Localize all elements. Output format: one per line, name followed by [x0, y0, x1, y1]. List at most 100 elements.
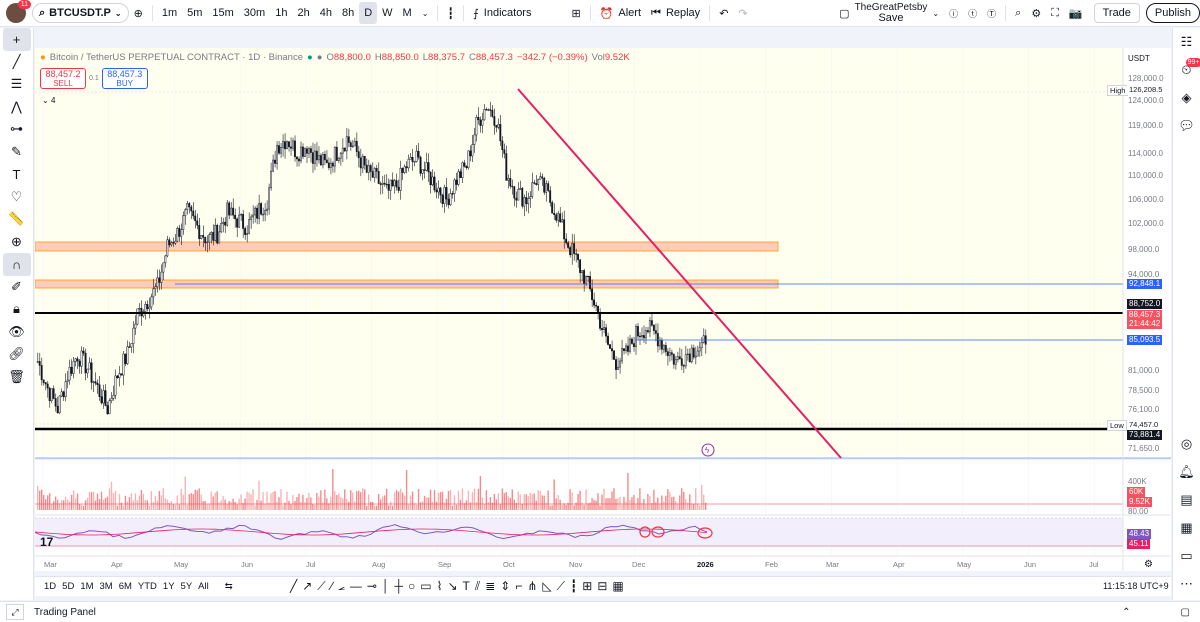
- crosshair-icon[interactable]: +: [2, 28, 31, 51]
- avatar[interactable]: 11: [6, 0, 31, 23]
- indicators-button[interactable]: ⨍ Indicators: [468, 2, 536, 24]
- interval-w[interactable]: W: [382, 7, 393, 19]
- settings-icon[interactable]: ●: [316, 52, 323, 63]
- interval-8h[interactable]: 8h: [341, 7, 355, 19]
- long-position-icon[interactable]: ⊞: [582, 579, 593, 593]
- range-6m[interactable]: 6M: [118, 581, 132, 592]
- interval-15m[interactable]: 15m: [212, 7, 234, 19]
- settings-gear-icon[interactable]: ⚙: [1031, 7, 1042, 20]
- bars-pattern-icon[interactable]: ┇: [570, 579, 578, 593]
- sell-button[interactable]: 88,457.2 SELL: [40, 68, 86, 89]
- range-all[interactable]: All: [198, 581, 209, 592]
- trend-line-icon[interactable]: ╱: [12, 53, 21, 69]
- horizontal-ray-icon[interactable]: ⊸: [366, 579, 377, 593]
- brush-icon[interactable]: ✎: [11, 143, 22, 159]
- range-1y[interactable]: 1Y: [162, 581, 175, 592]
- more-dots-icon[interactable]: ⋯: [1180, 576, 1193, 591]
- fullscreen-icon[interactable]: ⛶: [1051, 6, 1059, 19]
- text-tool-icon[interactable]: T: [12, 166, 21, 182]
- grid-icon[interactable]: ⊟: [597, 579, 608, 593]
- link-icon[interactable]: 🔗︎: [8, 346, 25, 362]
- trading-panel-tab[interactable]: Trading Panel: [34, 606, 96, 618]
- collapse-panel-icon[interactable]: ⤢: [6, 604, 24, 620]
- quick-search-icon[interactable]: ⌕: [1015, 6, 1022, 19]
- chart-canvas[interactable]: ϟ 17: [35, 48, 1171, 571]
- pattern-icon[interactable]: ⋀: [11, 98, 22, 114]
- projection-icon[interactable]: ⟋: [556, 579, 566, 593]
- goto-date-icon[interactable]: ⇆: [224, 581, 233, 592]
- heart-icon[interactable]: ♡: [10, 188, 23, 204]
- target-icon[interactable]: ◎: [1180, 436, 1193, 451]
- extended-line-icon[interactable]: ∕: [330, 579, 333, 593]
- range-5d[interactable]: 5D: [62, 581, 75, 592]
- replay-button[interactable]: ⏮ Replay: [646, 2, 705, 24]
- range-1m[interactable]: 1M: [80, 581, 94, 592]
- redo-icon[interactable]: ↷: [738, 7, 748, 20]
- magnet-icon[interactable]: ∩: [2, 253, 31, 276]
- interval-1h[interactable]: 1h: [275, 7, 288, 19]
- bar-style-icon[interactable]: ┇: [447, 7, 455, 20]
- settings-gear-icon[interactable]: ⚙: [1144, 559, 1153, 570]
- parallel-channel-icon[interactable]: ⫽: [474, 579, 481, 593]
- letter-t-icon[interactable]: Ⓣ: [987, 8, 997, 19]
- camera-icon[interactable]: 📷: [1068, 7, 1083, 20]
- publish-button[interactable]: Publish: [1145, 3, 1200, 23]
- trend-line-icon[interactable]: ╱: [290, 579, 298, 593]
- indicators-collapse-toggle[interactable]: ⌄ 4: [42, 96, 55, 105]
- vertical-line-icon[interactable]: │: [381, 579, 390, 593]
- bell-icon[interactable]: 🔔︎: [1178, 464, 1195, 479]
- eye-icon[interactable]: ●: [307, 52, 313, 63]
- trade-button[interactable]: Trade: [1093, 3, 1140, 23]
- fib-retracement-icon[interactable]: ☰: [10, 76, 23, 92]
- info-line-icon[interactable]: ⟋: [317, 579, 326, 593]
- date-range-icon[interactable]: ▦: [612, 579, 624, 593]
- zoom-in-icon[interactable]: ⊕: [11, 233, 22, 249]
- text-tool-icon[interactable]: T: [462, 579, 470, 593]
- measure-icon[interactable]: ⇕: [500, 579, 511, 593]
- lock-icon[interactable]: 🔒︎: [13, 301, 20, 317]
- path-icon[interactable]: ⌇: [436, 579, 443, 593]
- clock[interactable]: 11:15:18 UTC+9: [1103, 581, 1169, 591]
- fib-icon[interactable]: ≣: [485, 579, 496, 593]
- highlighter-icon[interactable]: ⌐: [515, 579, 523, 593]
- dom-icon[interactable]: ▤: [1180, 492, 1193, 507]
- layers-icon[interactable]: ◈: [1181, 90, 1192, 105]
- chevron-down-icon[interactable]: ⌄: [932, 8, 940, 18]
- undo-icon[interactable]: ↶: [719, 7, 729, 20]
- layout-name-button[interactable]: TheGreatPetsby Save: [855, 3, 928, 24]
- circle-icon[interactable]: ○: [408, 579, 416, 593]
- triangle-icon[interactable]: ◺: [542, 579, 552, 593]
- interval-1m[interactable]: 1m: [161, 7, 178, 19]
- stay-in-drawing-icon[interactable]: ✐: [11, 278, 22, 294]
- orders-icon[interactable]: ▦: [1180, 520, 1193, 535]
- maximize-icon[interactable]: ▢: [1180, 606, 1190, 618]
- horizontal-line-icon[interactable]: —: [349, 579, 362, 593]
- rectangle-icon[interactable]: ▭: [420, 579, 432, 593]
- ruler-icon[interactable]: 📏: [8, 211, 25, 227]
- expand-icon[interactable]: ⌃: [1122, 606, 1131, 618]
- currency-label[interactable]: USDT: [1128, 54, 1150, 63]
- range-1d[interactable]: 1D: [44, 581, 57, 592]
- legend-symbol-title[interactable]: Bitcoin / TetherUS PERPETUAL CONTRACT · …: [49, 52, 303, 63]
- position-tool-icon[interactable]: ⊶: [10, 121, 23, 137]
- interval-30m[interactable]: 30m: [243, 7, 266, 19]
- symbol-search[interactable]: ⌕ BTCUSDT.P ⌄: [32, 3, 129, 23]
- chart-pane[interactable]: ϟ 17: [35, 48, 1171, 571]
- calendar-icon[interactable]: ▭: [1180, 548, 1193, 563]
- trash-icon[interactable]: 🗑︎: [8, 368, 25, 384]
- interval-4h[interactable]: 4h: [319, 7, 332, 19]
- ray-icon[interactable]: ↗: [302, 579, 313, 593]
- arrow-icon[interactable]: ↘: [447, 579, 458, 593]
- tools-icon[interactable]: ⓣ: [968, 8, 978, 19]
- watchlist-icon[interactable]: ☷: [1180, 34, 1193, 49]
- interval-2h[interactable]: 2h: [297, 7, 310, 19]
- pitchfork-icon[interactable]: ⋔: [527, 579, 538, 593]
- chat-icon[interactable]: 💬︎: [1178, 118, 1195, 133]
- cross-line-icon[interactable]: ┼: [394, 579, 403, 593]
- chevron-down-icon[interactable]: ⌄: [421, 8, 429, 18]
- range-3m[interactable]: 3M: [99, 581, 113, 592]
- alert-button[interactable]: ⏰ Alert: [595, 2, 646, 24]
- interval-d[interactable]: D: [359, 2, 378, 24]
- alerts-clock-icon[interactable]: ⏲ 99+: [1181, 58, 1200, 77]
- layout-icon[interactable]: ⊞: [571, 7, 581, 20]
